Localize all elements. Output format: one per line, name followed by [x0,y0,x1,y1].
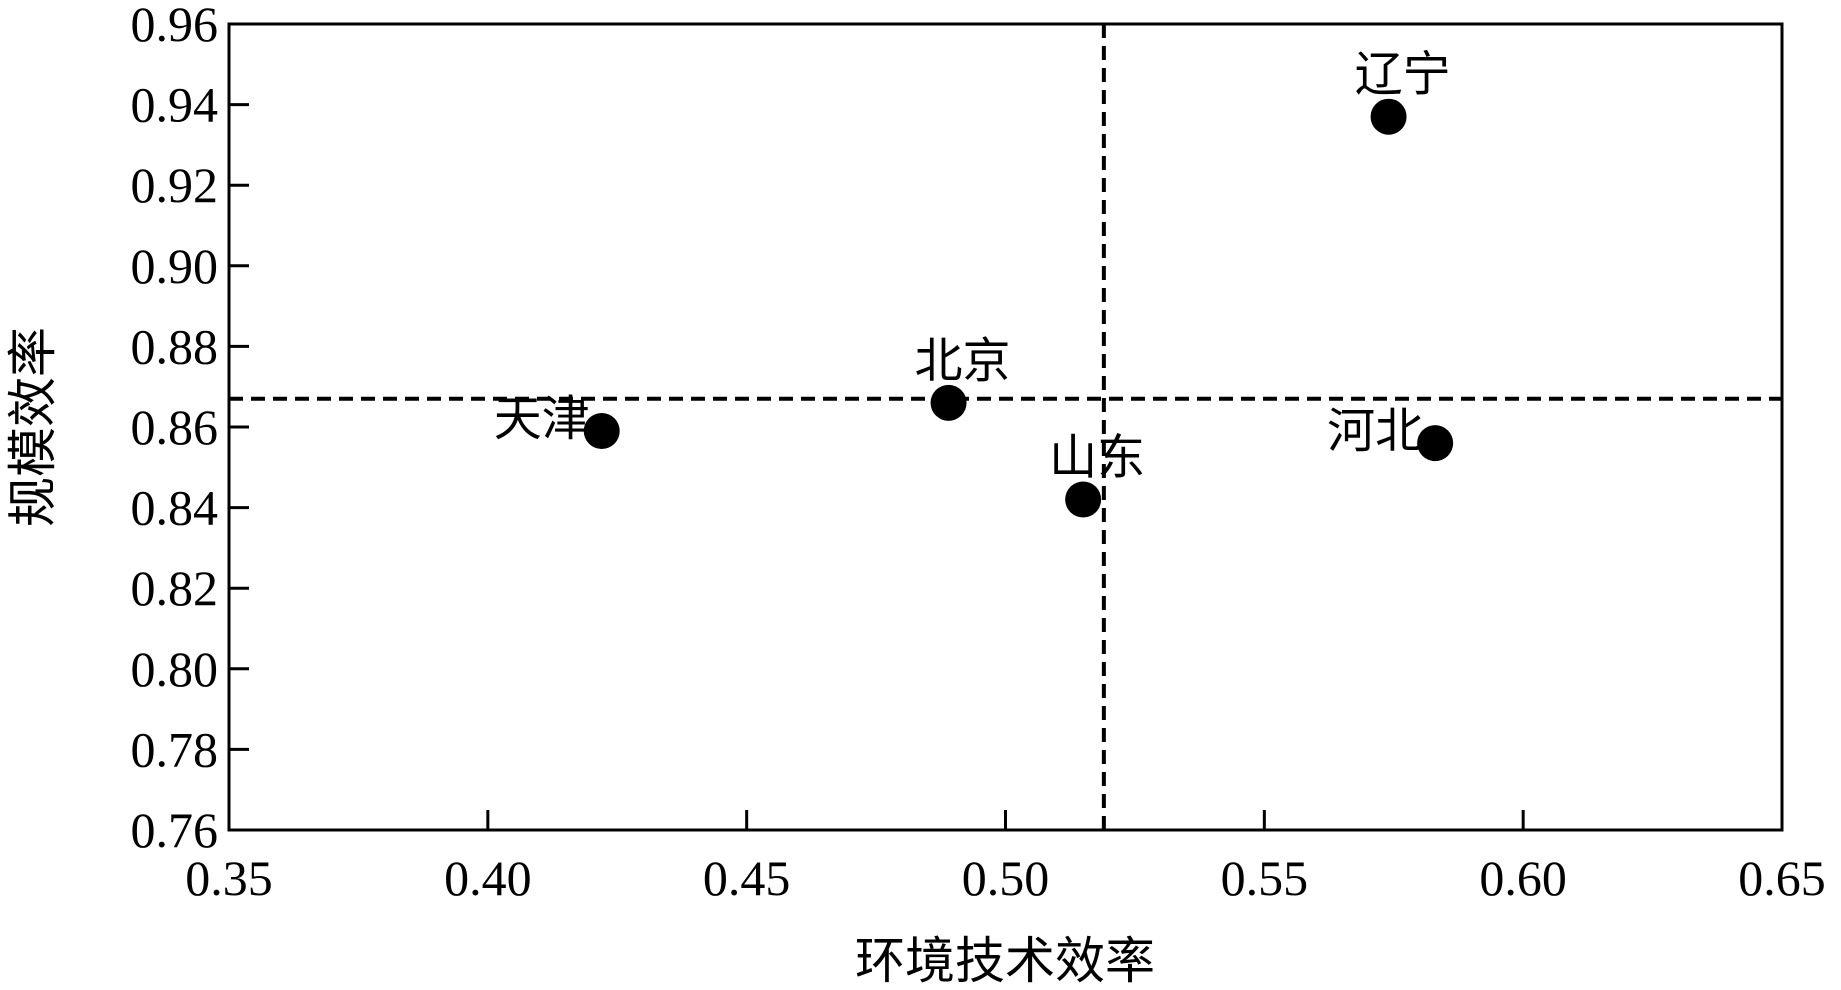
y-tick-label: 0.90 [131,238,219,294]
point-label: 山东 [1049,430,1145,486]
data-point [1417,425,1454,462]
data-point [930,384,967,421]
x-tick-label: 0.50 [962,850,1050,906]
y-tick-label: 0.94 [131,77,219,133]
x-axis-title: 环境技术效率 [855,932,1155,990]
point-label: 天津 [494,391,590,447]
x-tick-label: 0.35 [185,850,273,906]
y-tick-label: 0.92 [131,157,219,213]
y-axis-title: 规模效率 [4,327,62,527]
x-tick-label: 0.65 [1738,850,1826,906]
x-tick-label: 0.45 [703,850,791,906]
data-point [1065,481,1102,518]
x-tick-label: 0.40 [444,850,532,906]
x-tick-label: 0.55 [1221,850,1309,906]
y-tick-label: 0.82 [131,560,219,616]
plot-area-frame [227,22,1784,832]
x-tick-label: 0.60 [1479,850,1567,906]
y-tick-label: 0.76 [131,802,219,858]
reference-lines [229,24,1782,830]
point-label: 辽宁 [1355,47,1451,103]
x-axis: 0.35 0.40 0.45 0.50 0.55 0.60 0.65 [185,810,1826,906]
data-point [583,413,620,450]
y-tick-label: 0.78 [131,721,219,777]
y-tick-label: 0.88 [131,318,219,374]
y-tick-label: 0.84 [131,480,219,536]
y-axis: 0.76 0.78 0.80 0.82 0.84 0.86 0.88 0.90 0.92 0.94… [131,0,249,858]
point-label: 河北 [1327,403,1423,459]
y-tick-label: 0.96 [131,0,219,52]
point-label: 北京 [915,333,1011,389]
y-tick-label: 0.86 [131,399,219,455]
data-point [1370,98,1407,135]
y-tick-label: 0.80 [131,641,219,697]
